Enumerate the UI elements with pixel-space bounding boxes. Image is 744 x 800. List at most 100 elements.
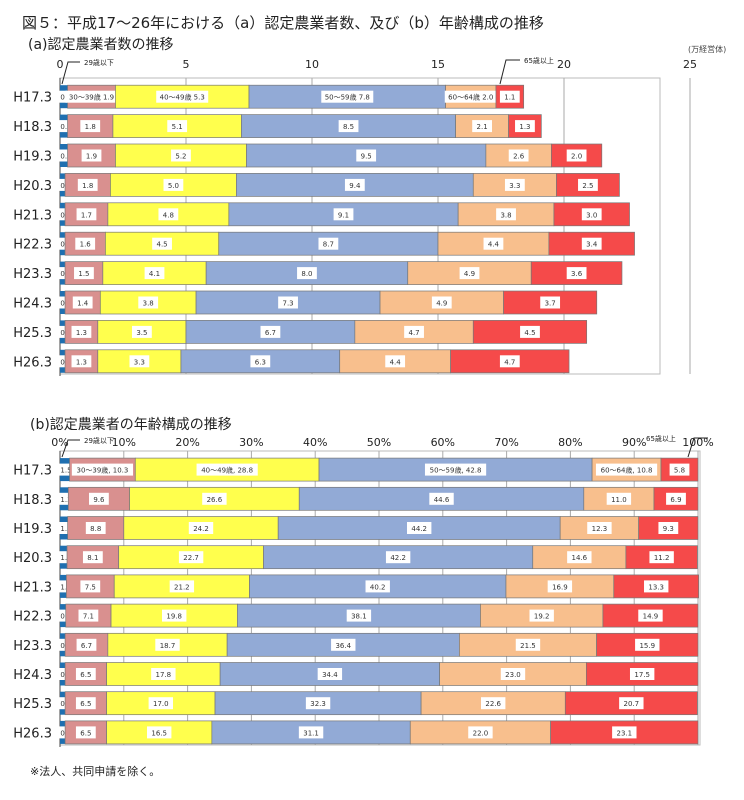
data-label-bg <box>305 697 331 710</box>
data-label-bg <box>404 325 424 338</box>
data-label-bg <box>406 522 432 534</box>
data-label-bg <box>75 697 96 710</box>
data-label: 17.8 <box>156 671 172 679</box>
data-label: 60～64歳, 10.8 <box>601 466 653 475</box>
y-tick-label: H26.3 <box>13 726 52 741</box>
data-label: 6.5 <box>80 671 91 679</box>
y-tick-label: H22.3 <box>13 238 52 253</box>
data-label: 50～59歳, 42.8 <box>430 466 482 475</box>
data-label-bg <box>356 149 377 162</box>
data-label-bg <box>72 296 93 309</box>
y-tick-label: H17.3 <box>13 464 52 479</box>
data-label: 38.1 <box>351 613 367 621</box>
data-label: 1.8 <box>82 182 93 190</box>
data-label: 34.4 <box>322 671 338 679</box>
data-label-bg <box>75 668 96 680</box>
data-label: 4.1 <box>149 270 160 278</box>
data-label: 4.9 <box>464 270 475 278</box>
data-label-bg <box>76 638 97 651</box>
data-label-bg <box>612 726 637 739</box>
data-label: 8.5 <box>343 123 354 131</box>
data-label-bg <box>278 296 298 309</box>
data-label-bg <box>429 492 454 505</box>
data-label-bg <box>578 178 598 191</box>
x-tick-label: 70% <box>494 436 518 449</box>
x-tick-label: 20 <box>557 58 571 71</box>
data-label-bg <box>202 492 227 505</box>
data-label-bg <box>75 726 96 739</box>
data-label: 5.2 <box>175 153 186 161</box>
data-label: 8.0 <box>301 270 312 278</box>
y-tick-label: H19.3 <box>13 150 52 165</box>
y-tick-label: H24.3 <box>13 668 52 683</box>
chart-a: 0 5 10 15 20 25 H17.3 0.3 30～39歳 1.9 40～49歳 5.3 50… <box>13 56 697 376</box>
data-label: 17.0 <box>153 700 169 708</box>
x-tick-label: 20% <box>175 436 199 449</box>
data-label: 4.5 <box>524 329 535 337</box>
data-label-bg <box>89 492 109 505</box>
data-label: 22.0 <box>473 729 489 737</box>
data-label-bg <box>71 355 92 368</box>
data-label-bg <box>606 492 632 505</box>
data-label: 31.1 <box>303 729 319 737</box>
data-label: 1.9 <box>86 153 97 161</box>
data-label-bg <box>167 120 188 133</box>
x-tick-label: 60% <box>431 436 455 449</box>
data-label-bg <box>76 208 97 221</box>
y-tick-label: H21.3 <box>13 580 52 595</box>
data-label: 1.2 <box>60 525 71 533</box>
data-label: 7.1 <box>83 613 94 621</box>
chart-b: 0% 10% 20% 30% 40% 50% 60% 70% 80% 90% 100% H17.3 1.… <box>13 434 714 747</box>
data-label: 13.3 <box>648 583 664 591</box>
data-label: 4.4 <box>390 358 402 366</box>
data-label: 21.5 <box>520 642 536 650</box>
data-label: 19.2 <box>534 613 550 621</box>
data-label-bg <box>78 609 99 622</box>
data-label-bg <box>508 149 529 162</box>
data-label: 12.3 <box>592 525 608 533</box>
data-label: 40～49歳, 28.8 <box>201 466 253 475</box>
data-label: 1.5 <box>78 270 89 278</box>
data-label-bg <box>333 208 354 221</box>
data-label: 4.7 <box>504 358 515 366</box>
data-label: 9.1 <box>338 211 349 219</box>
data-label: 60～64歳 2.0 <box>448 93 493 102</box>
data-label: 9.4 <box>349 182 361 190</box>
data-label-bg <box>619 697 644 710</box>
data-label: 4.7 <box>408 329 419 337</box>
data-label: 2.0 <box>571 153 582 161</box>
data-label-bg <box>250 355 271 368</box>
data-label: 6.3 <box>255 358 266 366</box>
data-label-bg <box>85 522 106 534</box>
data-label: 3.8 <box>500 211 511 219</box>
data-label-bg <box>500 668 526 680</box>
data-label: 6.7 <box>81 642 92 650</box>
x-tick-label: 10 <box>305 58 319 71</box>
data-label: 17.5 <box>634 671 650 679</box>
data-label-bg <box>152 237 172 250</box>
data-label-bg <box>540 296 561 309</box>
y-tick-label: H25.3 <box>13 326 52 341</box>
data-label: 3.4 <box>586 241 598 249</box>
data-label-bg <box>169 580 195 593</box>
data-label: 9.5 <box>361 153 372 161</box>
data-label-bg <box>515 120 535 133</box>
data-label: 15.9 <box>639 642 655 650</box>
data-label-bg <box>82 551 103 564</box>
data-label: 1.6 <box>80 241 92 249</box>
data-label-bg <box>587 522 612 534</box>
data-label: 21.2 <box>174 583 190 591</box>
data-label-bg <box>666 492 686 505</box>
data-label-bg <box>566 149 587 162</box>
data-label: 1.8 <box>85 123 96 131</box>
data-label-bg <box>80 580 101 593</box>
data-label: 2.6 <box>513 153 525 161</box>
chart-a-unit: (万経営体) <box>688 45 727 54</box>
data-label-bg <box>658 522 679 534</box>
data-label: 4.4 <box>488 241 500 249</box>
data-label: 5.1 <box>172 123 183 131</box>
data-label: 6.5 <box>80 700 91 708</box>
data-label: 32.3 <box>310 700 326 708</box>
data-label-bg <box>515 638 541 651</box>
